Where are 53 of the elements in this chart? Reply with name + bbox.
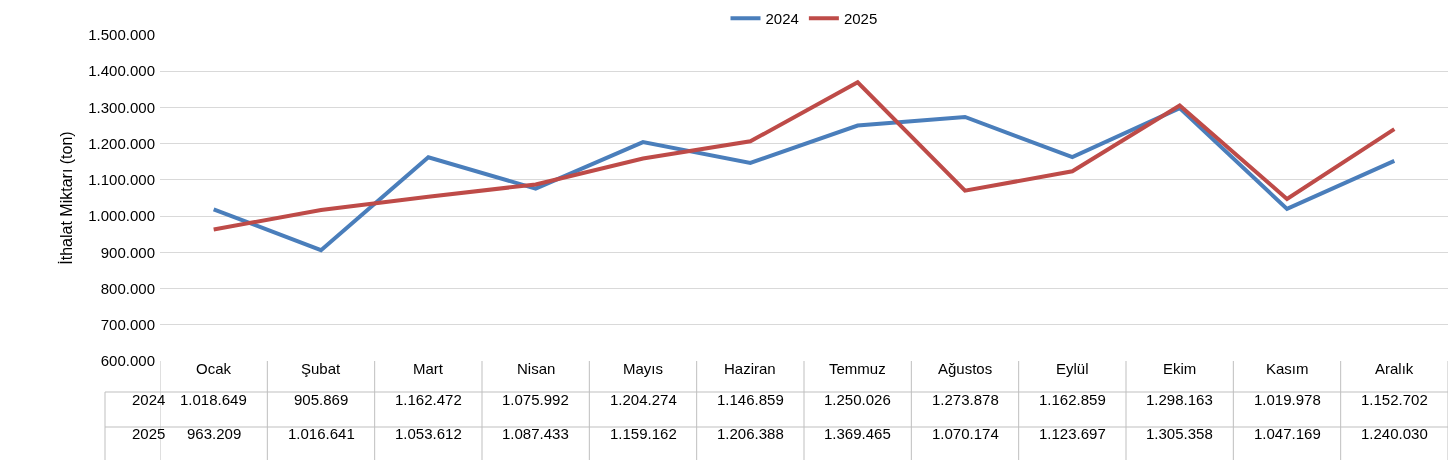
data-label: 1.019.978	[1254, 391, 1321, 408]
data-label: 1.273.878	[932, 391, 999, 408]
data-label: 1.162.472	[395, 391, 462, 408]
data-label: 1.159.162	[610, 425, 677, 442]
x-tick-label: Kasım	[1266, 360, 1309, 377]
x-tick-label: Aralık	[1375, 360, 1414, 377]
x-tick-label: Mayıs	[623, 360, 664, 377]
y-tick-label: 1.100.000	[88, 171, 155, 189]
line-series	[211, 80, 1397, 232]
data-label: 1.369.465	[824, 425, 891, 442]
y-tick-label: 1.500.000	[88, 26, 155, 44]
data-label: 1.250.026	[824, 391, 891, 408]
text: 2025	[132, 425, 166, 442]
data-label: 905.869	[294, 391, 349, 408]
data-label: 1.018.649	[180, 391, 247, 408]
y-tick-label: 1.000.000	[88, 207, 155, 225]
x-tick-label: Şubat	[301, 360, 342, 377]
x-tick-label: Temmuz	[829, 360, 886, 377]
y-tick-label: 1.200.000	[88, 134, 155, 152]
data-label: 1.016.641	[288, 425, 355, 442]
data-label: 1.146.859	[717, 391, 784, 408]
x-tick-label: Ekim	[1163, 360, 1197, 377]
legend-label: 2024	[765, 10, 799, 28]
data-label: 1.087.433	[502, 425, 569, 442]
data-label: 1.305.358	[1146, 425, 1213, 442]
data-label: 1.298.163	[1146, 391, 1213, 408]
y-tick-label: 1.300.000	[88, 98, 155, 116]
x-tick-label: Eylül	[1056, 360, 1089, 377]
data-label: 963.209	[187, 425, 242, 442]
data-label: 1.123.697	[1039, 425, 1106, 442]
y-tick-label: 600.000	[100, 352, 155, 370]
line-series	[211, 106, 1397, 253]
x-tick-label: Ocak	[196, 360, 232, 377]
x-tick-label: Nisan	[517, 360, 556, 377]
data-label: 1.204.274	[610, 391, 677, 408]
x-tick-label: Haziran	[724, 360, 776, 377]
data-label: 1.075.992	[502, 391, 569, 408]
data-label: 1.162.859	[1039, 391, 1106, 408]
y-tick-label: 1.400.000	[88, 62, 155, 80]
y-tick-label: 700.000	[100, 316, 155, 334]
y-axis-title: İthalat Miktarı (ton)	[57, 131, 76, 265]
data-label: 1.047.169	[1254, 425, 1321, 442]
legend-label: 2025	[843, 10, 878, 28]
y-tick-label: 900.000	[100, 243, 155, 261]
text: 2024	[132, 391, 166, 408]
data-label: 1.240.030	[1361, 425, 1428, 442]
y-tick-label: 800.000	[100, 279, 155, 297]
data-label: 1.070.174	[932, 425, 999, 442]
x-tick-label: Mart	[413, 360, 444, 377]
x-tick-label: Ağustos	[938, 360, 993, 377]
data-label: 1.206.388	[717, 425, 784, 442]
data-label: 1.152.702	[1361, 391, 1428, 408]
data-label: 1.053.612	[395, 425, 462, 442]
